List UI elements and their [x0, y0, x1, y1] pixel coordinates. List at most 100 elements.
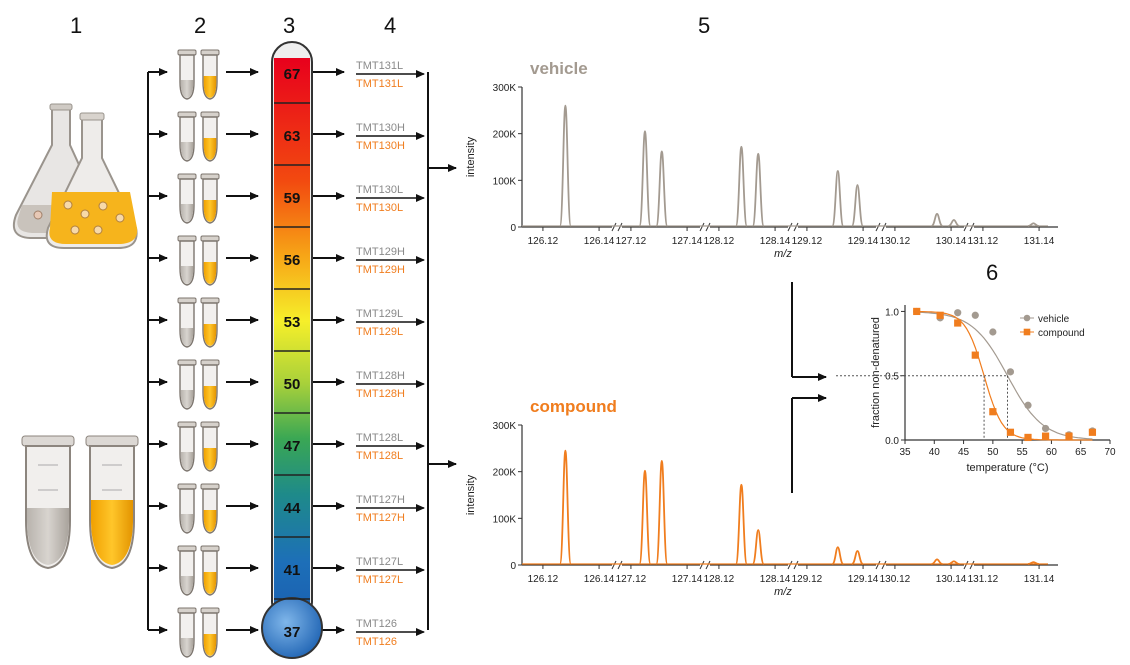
x-tick-label: 129.14 [848, 236, 879, 247]
x-tick-label: 65 [1075, 447, 1087, 458]
spectrum-vehicle: 300K 200K 100K 0 intensity m/z vehicle 126.12 12… [465, 59, 1058, 260]
tmt-label-compound: TMT130H [356, 140, 405, 152]
small-tube-grey-icon [177, 483, 197, 534]
axis-break-mark [963, 222, 969, 232]
axis-break-mark [875, 222, 881, 232]
small-tube-orange-icon [200, 111, 220, 162]
temperature-label: 47 [284, 438, 301, 455]
axis-break [964, 223, 974, 231]
x-axis-label: m/z [774, 248, 792, 260]
tmt-label-vehicle: TMT128H [356, 370, 405, 382]
x-tick-label: 128.12 [704, 236, 735, 247]
axis-break-mark [705, 222, 711, 232]
flask-orange-icon [45, 112, 138, 249]
data-point-vehicle [989, 328, 997, 336]
spectrum-peak-TMT128L [734, 145, 748, 227]
data-point-compound [1024, 433, 1032, 442]
x-tick-label: 129.12 [792, 574, 823, 585]
x-tick-label: 131.14 [1024, 236, 1055, 247]
spectrum-peak-TMT128H [751, 529, 765, 565]
axis-break [876, 561, 886, 569]
data-point-vehicle [1006, 368, 1015, 376]
small-tube-orange-icon [200, 545, 220, 596]
fit-curve-compound [916, 310, 1093, 441]
tmt-label-vehicle: TMT131L [356, 60, 403, 72]
small-tube-orange-icon [200, 359, 220, 410]
data-point-compound [1065, 432, 1073, 440]
x-tick-label: 60 [1046, 447, 1058, 458]
small-tube-grey-icon [177, 235, 197, 286]
small-tube-grey-icon [177, 297, 197, 348]
tmt-label-vehicle: TMT127L [356, 556, 403, 568]
x-tick-label: 131.12 [968, 574, 999, 585]
y-tick-label: 1.0 [885, 307, 899, 318]
temperature-label: 59 [284, 190, 301, 207]
spectrum-peak-TMT126 [558, 104, 572, 227]
tmt-label-vehicle: TMT130L [356, 184, 403, 196]
large-tube-orange-icon [85, 435, 139, 570]
axis-break [788, 223, 798, 231]
axis-break-mark [617, 560, 623, 570]
tmt-label-compound: TMT129H [356, 264, 405, 276]
spectrum-compound: 300K 200K 100K 0 intensity m/z compound 126.12 1… [465, 397, 1058, 598]
x-tick-label: 127.12 [616, 236, 647, 247]
spectrum-title: vehicle [530, 59, 588, 78]
spectrum-peak-TMT126 [558, 449, 572, 565]
spectrum-peak-TMT129L [831, 170, 845, 227]
small-tube-grey-icon [177, 607, 197, 658]
axis-break-mark [611, 560, 617, 570]
spectrum-peak-TMT131L [1027, 561, 1040, 565]
axis-break-mark [699, 222, 705, 232]
x-axis-label: m/z [774, 586, 792, 598]
tmt-label-vehicle: TMT129L [356, 308, 403, 320]
temperature-label: 53 [284, 314, 301, 331]
data-point-compound [1041, 432, 1050, 440]
step-number-6: 6 [986, 260, 998, 285]
y-tick-label: 0.5 [885, 372, 899, 383]
step-number-1: 1 [70, 13, 82, 38]
data-point-compound [936, 311, 944, 319]
x-tick-label: 131.12 [968, 236, 999, 247]
axis-break-mark [705, 560, 711, 570]
x-tick-label: 55 [1017, 447, 1029, 458]
tmt-label-compound: TMT130L [356, 202, 403, 214]
x-tick-label: 127.14 [672, 236, 703, 247]
x-tick-label: 127.14 [672, 574, 703, 585]
x-tick-label: 35 [899, 447, 911, 458]
small-tube-grey-icon [177, 359, 197, 410]
axis-break-mark [793, 560, 799, 570]
small-tube-grey-icon [177, 173, 197, 224]
y-tick-label: 300K [493, 421, 517, 432]
spectrum-peak-TMT130L [931, 558, 943, 565]
spectrum-peak-TMT128H [751, 152, 765, 227]
x-tick-label: 130.12 [880, 574, 911, 585]
small-tube-grey-icon [177, 49, 197, 100]
y-axis-label: fraction non-denatured [870, 317, 882, 428]
x-tick-label: 70 [1104, 447, 1116, 458]
spectrum-peak-TMT127L [638, 469, 652, 565]
spectrum-peak-TMT128L [734, 483, 748, 565]
spectrum-title: compound [530, 397, 617, 416]
axis-break [612, 561, 622, 569]
y-tick-label: 0 [510, 223, 516, 234]
data-point-vehicle [971, 311, 979, 319]
tmt-label-compound: TMT128H [356, 388, 405, 400]
step-number-4: 4 [384, 13, 396, 38]
tmt-label-compound: TMT128L [356, 450, 403, 462]
axis-break-mark [617, 222, 623, 232]
legend-label-compound: compound [1038, 328, 1085, 339]
merge-bracket [791, 282, 827, 493]
tmt-label-compound: TMT127L [356, 574, 403, 586]
spectrum-peak-TMT129H [851, 550, 864, 565]
x-tick-label: 130.12 [880, 236, 911, 247]
x-tick-label: 128.14 [760, 574, 791, 585]
x-tick-label: 126.12 [528, 574, 559, 585]
x-tick-label: 126.12 [528, 236, 559, 247]
small-tube-orange-icon [200, 607, 220, 658]
collect-bracket [427, 72, 457, 630]
y-tick-label: 200K [493, 468, 517, 479]
small-tube-grey-icon [177, 545, 197, 596]
legend-marker-compound [1023, 328, 1031, 336]
temperature-label: 56 [284, 252, 301, 269]
axis-break-mark [787, 222, 793, 232]
